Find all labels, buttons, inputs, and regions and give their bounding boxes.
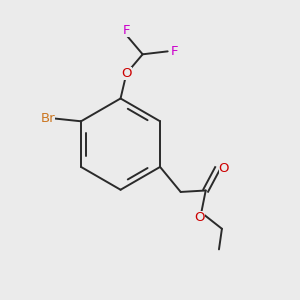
Text: F: F: [123, 24, 130, 37]
Text: Br: Br: [40, 112, 55, 125]
Text: O: O: [219, 162, 229, 175]
Text: O: O: [121, 67, 132, 80]
Text: O: O: [195, 211, 205, 224]
Text: F: F: [170, 45, 178, 58]
